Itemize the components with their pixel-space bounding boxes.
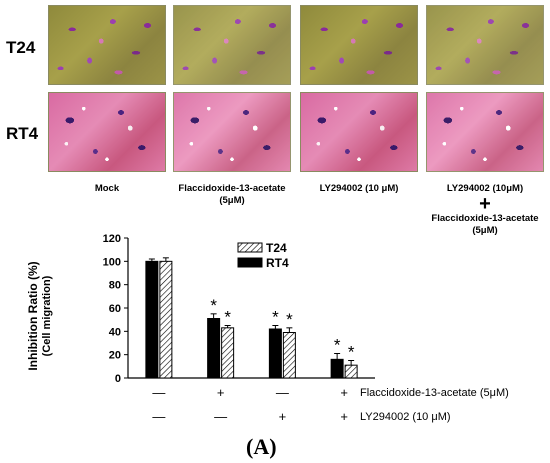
caption-ly294002-line: LY294002 (10 μM) <box>319 183 399 194</box>
significance-star: * <box>286 310 293 329</box>
caption-flaccidoxide: Flaccidoxide-13-acetate (5μM) <box>160 183 304 207</box>
significance-star: * <box>272 308 279 327</box>
significance-star: * <box>348 343 355 362</box>
bar-rt4 <box>268 328 282 379</box>
caption-combination-line4: (5μM) <box>472 225 498 236</box>
micrograph-t24-combination <box>426 5 544 85</box>
row-label-rt4: RT4 <box>6 124 39 143</box>
y-tick-label: 80 <box>109 280 121 292</box>
significance-star: * <box>224 308 231 327</box>
caption-combination-plus: + <box>479 193 491 215</box>
condition-sign: + <box>340 409 348 424</box>
y-tick-label: 60 <box>109 303 121 315</box>
condition-sign: — <box>152 385 166 400</box>
y-tick-label: 0 <box>115 373 121 385</box>
bar-t24 <box>221 327 235 379</box>
bar-t24 <box>282 332 296 379</box>
legend-label-t24: T24 <box>266 241 287 255</box>
y-tick-label: 20 <box>109 350 121 362</box>
caption-combination: LY294002 (10μM) + Flaccidoxide-13-acetat… <box>414 183 550 237</box>
bar-t24 <box>344 364 358 379</box>
significance-star: * <box>334 336 341 355</box>
micrograph-rt4-flaccidoxide <box>173 92 291 172</box>
micrograph-rt4-mock <box>48 92 166 172</box>
bar-rt4 <box>330 358 344 379</box>
condition-label: LY294002 (10 μM) <box>360 411 451 423</box>
caption-mock-line: Mock <box>94 183 120 194</box>
panel-label: (A) <box>246 434 277 459</box>
caption-ly294002: LY294002 (10 μM) <box>296 183 422 195</box>
y-axis-title-line1: Inhibition Ratio (%) <box>26 261 40 371</box>
caption-flaccidoxide-line1: Flaccidoxide-13-acetate <box>178 183 286 194</box>
micrograph-t24-ly294002 <box>300 5 418 85</box>
micrograph-t24-mock <box>48 5 166 85</box>
condition-sign: + <box>278 409 287 424</box>
condition-label: Flaccidoxide-13-acetate (5μM) <box>360 387 509 399</box>
legend-swatch-rt4 <box>237 257 263 268</box>
significance-star: * <box>210 296 217 315</box>
condition-sign: — <box>275 385 289 400</box>
caption-combination-line1: LY294002 (10μM) <box>446 183 524 194</box>
micrograph-rt4-ly294002 <box>300 92 418 172</box>
caption-combination-line3: Flaccidoxide-13-acetate <box>431 213 539 224</box>
y-axis-title-line2: (Cell migration) <box>41 275 53 357</box>
bar-rt4 <box>145 260 159 379</box>
y-axis-title: Inhibition Ratio (%) (Cell migration) <box>26 231 54 401</box>
legend-swatch-t24 <box>237 242 263 253</box>
caption-flaccidoxide-line2: (5μM) <box>219 195 245 206</box>
y-tick-label: 100 <box>103 256 121 268</box>
bar-rt4 <box>207 318 221 379</box>
legend-label-rt4: RT4 <box>266 256 289 270</box>
condition-sign: + <box>216 385 225 400</box>
bar-t24 <box>159 260 173 379</box>
condition-sign: + <box>340 385 348 400</box>
micrograph-rt4-combination <box>426 92 544 172</box>
y-tick-label: 40 <box>109 326 121 338</box>
caption-mock: Mock <box>48 183 166 195</box>
condition-sign: — <box>152 409 166 424</box>
row-label-t24: T24 <box>6 38 36 57</box>
y-tick-label: 120 <box>103 233 121 245</box>
condition-sign: — <box>214 409 228 424</box>
micrograph-t24-flaccidoxide <box>173 5 291 85</box>
